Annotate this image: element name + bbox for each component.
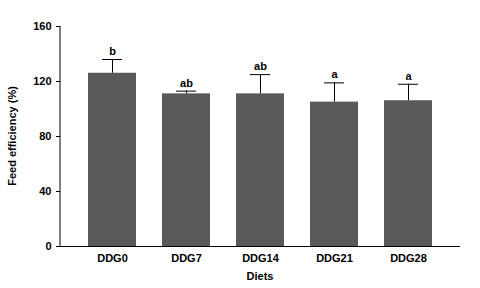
svg-text:Feed efficiency (%): Feed efficiency (%) [6,86,18,186]
svg-text:ab: ab [254,60,267,72]
svg-text:80: 80 [39,130,51,142]
svg-text:40: 40 [39,185,51,197]
svg-text:ab: ab [180,77,193,89]
svg-text:160: 160 [33,20,51,32]
svg-text:DDG0: DDG0 [97,252,128,264]
svg-text:DDG7: DDG7 [171,252,202,264]
svg-text:120: 120 [33,75,51,87]
svg-text:Diets: Diets [247,270,274,282]
svg-text:DDG14: DDG14 [242,252,280,264]
svg-text:a: a [331,68,338,80]
svg-text:DDG21: DDG21 [316,252,353,264]
svg-text:DDG28: DDG28 [390,252,427,264]
svg-text:0: 0 [45,240,51,252]
svg-text:b: b [109,45,116,57]
svg-text:a: a [405,70,412,82]
